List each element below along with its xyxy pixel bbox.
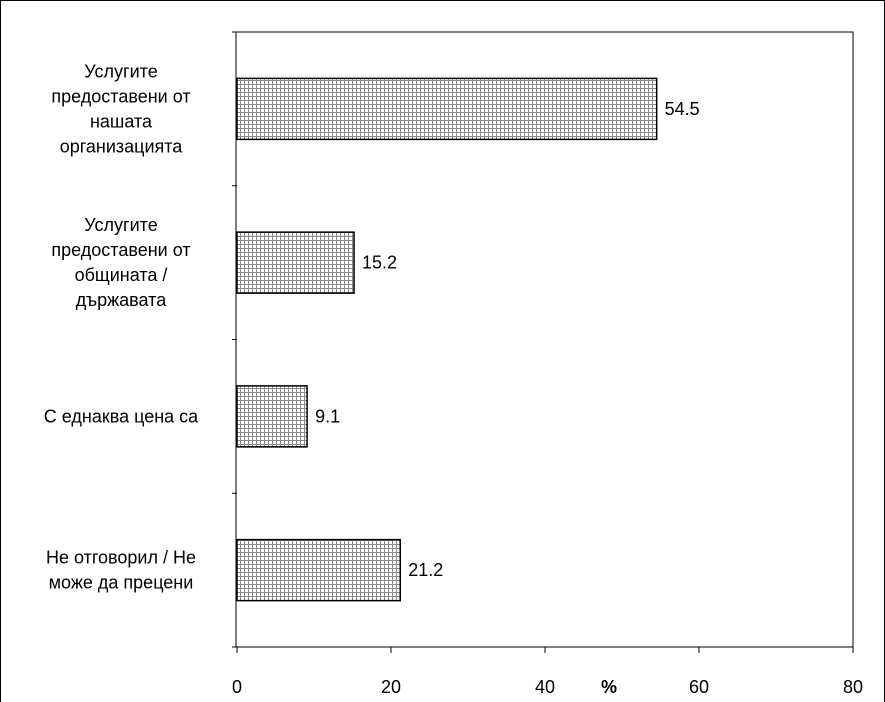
category-labels: Услугите предоставени от нашата организация… bbox=[44, 61, 199, 592]
category-label: Услугите предоставени от общината / държава… bbox=[51, 215, 190, 310]
category-label: Услугите предоставени от нашата организация… bbox=[51, 61, 190, 156]
x-tick-label: 40 bbox=[535, 677, 555, 697]
x-axis-label: % bbox=[601, 677, 617, 697]
bars bbox=[236, 77, 658, 602]
bar bbox=[236, 538, 401, 602]
bar bbox=[236, 231, 355, 294]
category-label: Не отговорил / Не може да прецени bbox=[46, 548, 196, 593]
bar bbox=[236, 385, 308, 448]
category-label: С еднаква цена са bbox=[44, 406, 199, 426]
bar bbox=[236, 77, 658, 141]
data-labels: 54.5 15.2 9.1 21.2 bbox=[315, 99, 700, 580]
x-tick-label: 0 bbox=[232, 677, 242, 697]
data-label: 9.1 bbox=[315, 406, 340, 426]
x-tick-label: 60 bbox=[689, 677, 709, 697]
x-tick-label: 80 bbox=[843, 677, 863, 697]
data-label: 21.2 bbox=[408, 560, 443, 580]
data-label: 54.5 bbox=[665, 99, 700, 119]
x-tick-label: 20 bbox=[381, 677, 401, 697]
axis-ticks bbox=[232, 31, 854, 653]
x-tick-labels: 0 20 40 60 80 bbox=[232, 677, 863, 697]
data-label: 15.2 bbox=[362, 253, 397, 273]
